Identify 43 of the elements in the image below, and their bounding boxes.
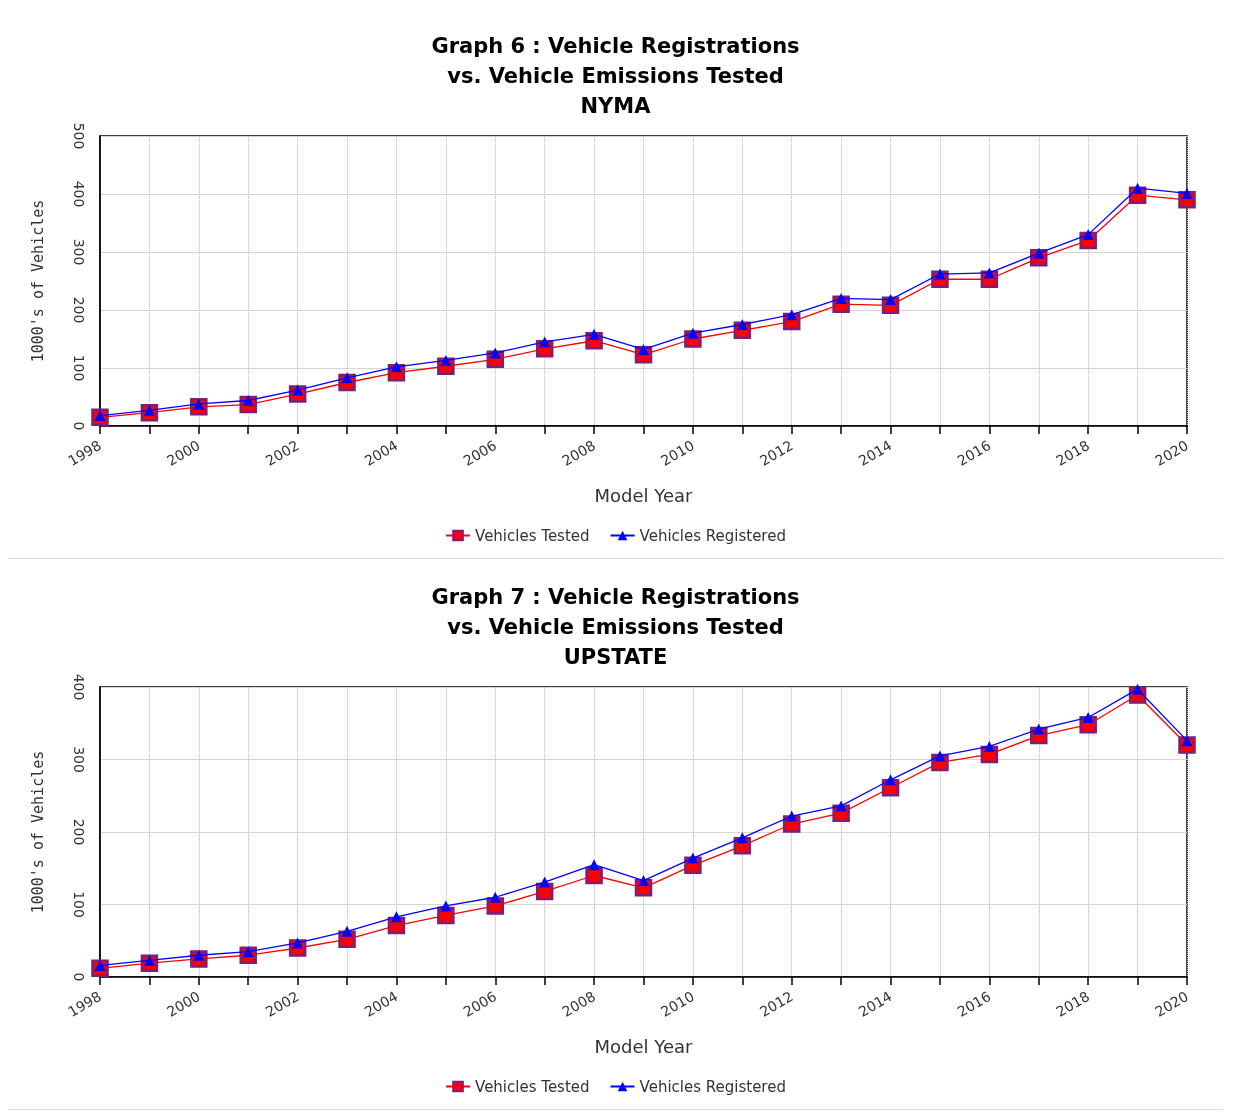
point: [588, 859, 600, 871]
x-axis-title: Model Year: [594, 484, 694, 506]
point: [786, 810, 798, 822]
y-tick-label: 500: [71, 122, 87, 150]
point: [390, 911, 402, 923]
point: [1033, 723, 1045, 735]
y-axis-title: 1000's of Vehicles: [28, 750, 47, 914]
y-tick-label: 400: [71, 180, 87, 208]
y-tick-label: 200: [71, 296, 87, 324]
point: [588, 328, 600, 340]
point: [835, 800, 847, 812]
point: [341, 925, 353, 937]
y-tick-label: 400: [71, 673, 87, 701]
chart-title: Graph 7 : Vehicle Registrations vs. Vehicle Emissions Tested UPSTATE: [431, 585, 800, 669]
point: [1132, 182, 1144, 194]
y-tick-label: 100: [71, 354, 87, 382]
y-tick-label: 300: [71, 746, 87, 773]
y-tick-label: 200: [71, 818, 87, 846]
point: [539, 876, 551, 888]
x-axis-title: Model Year: [594, 1035, 694, 1057]
y-tick-label: 0: [71, 972, 87, 982]
point: [736, 832, 748, 844]
point: [539, 336, 551, 348]
point: [934, 750, 946, 762]
point: [638, 875, 649, 887]
y-axis-title: 1000's of Vehicles: [28, 199, 47, 363]
point: [687, 852, 699, 864]
legend-label: Vehicles Tested: [475, 526, 590, 545]
legend-label: Vehicles Registered: [639, 1077, 786, 1096]
legend-label: Vehicles Tested: [475, 1077, 590, 1096]
point: [489, 891, 501, 903]
chart-title: Graph 6 : Vehicle Registrations vs. Vehicle Emissions Tested NYMA: [431, 34, 800, 118]
legend-label: Vehicles Registered: [639, 526, 786, 545]
point: [1181, 187, 1193, 199]
point: [440, 900, 452, 912]
point: [1082, 711, 1094, 723]
y-tick-label: 300: [71, 238, 87, 266]
y-tick-label: 0: [71, 421, 87, 431]
point: [585, 866, 603, 885]
point: [786, 309, 798, 321]
point: [983, 740, 995, 752]
point: [885, 774, 897, 786]
y-tick-label: 100: [71, 891, 87, 918]
